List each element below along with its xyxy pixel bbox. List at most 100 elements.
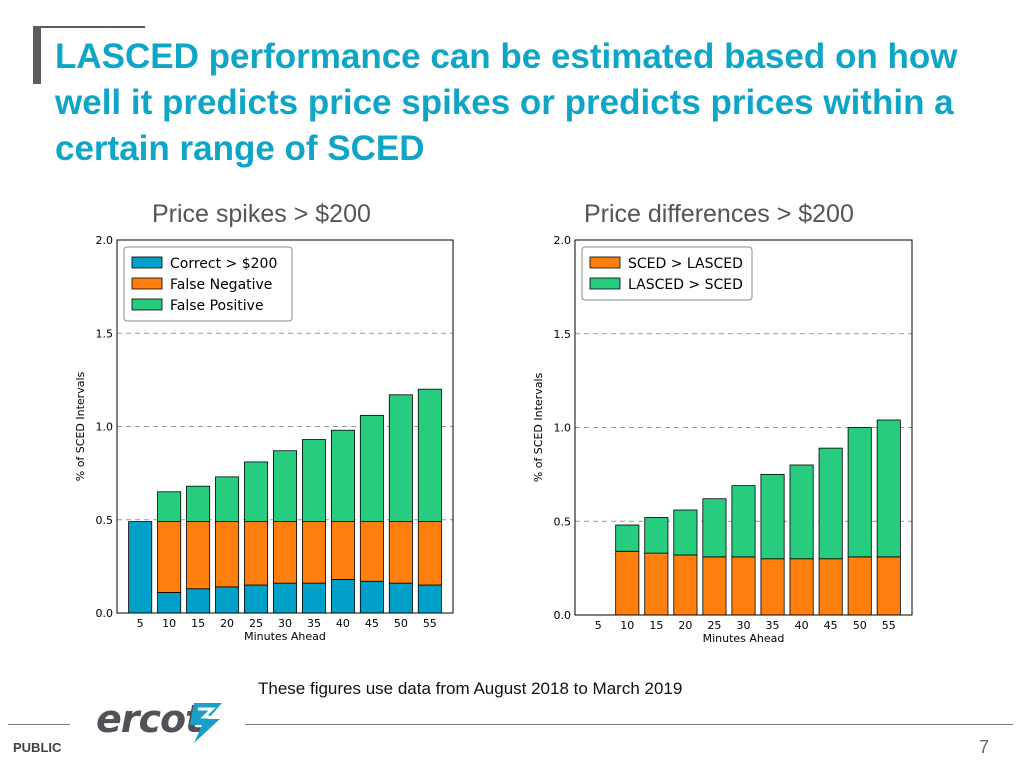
price-spikes-bar-segment — [417, 388, 442, 523]
price-spikes-legend-swatch — [131, 256, 163, 269]
price-diff-bar-segment — [702, 556, 727, 616]
price-diff-x-tick-label: 30 — [737, 619, 751, 632]
price-spikes-bar-segment — [301, 521, 326, 584]
price-diff-legend-label: LASCED > SCED — [628, 277, 743, 293]
price-diff-x-tick-label: 35 — [766, 619, 780, 632]
price-diff-bar-segment — [789, 558, 814, 616]
price-spikes-bar-segment — [215, 586, 240, 614]
price-diff-bar-segment — [731, 556, 756, 616]
price-diff-plot-frame — [574, 239, 913, 616]
price-spikes-x-tick-label: 5 — [137, 617, 144, 630]
price-spikes-bar-segment — [215, 521, 240, 588]
price-spikes-bar-segment — [330, 579, 355, 614]
price-spikes-legend-label: Correct > $200 — [170, 256, 277, 272]
price-diff-legend-swatch — [589, 277, 621, 290]
price-spikes-plot-frame — [116, 239, 454, 614]
price-spikes-bar-segment — [157, 521, 182, 593]
price-diff-y-tick-label: 1.0 — [554, 422, 572, 435]
price-spikes-y-tick-label: 1.0 — [96, 421, 114, 434]
price-spikes-bar-segment — [330, 521, 355, 580]
price-spikes-x-tick-label: 10 — [162, 617, 176, 630]
price-diff-y-axis-title: % of SCED Intervals — [532, 372, 545, 482]
price-diff-bar-segment — [702, 498, 727, 558]
price-spikes-x-tick-label: 45 — [365, 617, 379, 630]
price-spikes-y-tick-label: 1.5 — [96, 327, 114, 340]
price-spikes-x-tick-label: 35 — [307, 617, 321, 630]
price-spikes-bar-segment — [186, 521, 211, 590]
price-diff-legend-swatch — [589, 256, 621, 269]
title-accent-line — [41, 26, 145, 28]
price-diff-x-tick-label: 10 — [620, 619, 634, 632]
price-spikes-bar-segment — [417, 584, 442, 614]
price-spikes-legend-swatch — [131, 277, 163, 290]
price-spikes-x-tick-label: 20 — [220, 617, 234, 630]
ercot-lightning-icon — [190, 703, 222, 743]
price-spikes-x-tick-label: 55 — [423, 617, 437, 630]
price-diff-legend-box — [581, 246, 753, 301]
price-spikes-bar-segment — [301, 439, 326, 523]
price-spikes-x-tick-label: 25 — [249, 617, 263, 630]
price-spikes-x-tick-label: 50 — [394, 617, 408, 630]
price-spikes-bar-segment — [301, 582, 326, 614]
price-spikes-x-axis-title: Minutes Ahead — [244, 630, 326, 643]
ercot-logo-text: ercot — [96, 697, 203, 741]
price-diff-y-tick-label: 0.5 — [554, 515, 572, 528]
price-spikes-bar-segment — [157, 491, 182, 523]
price-diff-x-tick-label: 20 — [678, 619, 692, 632]
price-spikes-x-tick-label: 40 — [336, 617, 350, 630]
price-diff-bar-segment — [847, 427, 872, 558]
price-spikes-bar-segment — [186, 485, 211, 523]
charts-canvas: 0.0 0.5 1.0 1.5 2.0 5 10 15 20 25 30 35 40 45 50 55 Minu… — [74, 234, 913, 645]
price-diff-x-tick-label: 55 — [882, 619, 896, 632]
price-spikes-bar-segment — [388, 394, 413, 523]
price-diff-bar-segment — [789, 464, 814, 560]
price-spikes-bar-segment — [244, 521, 269, 586]
price-diff-bar-segment — [673, 554, 698, 616]
price-spikes-bar-segment — [359, 414, 384, 523]
data-range-footnote: These figures use data from August 2018 … — [258, 679, 683, 698]
price-spikes-bar-segment — [273, 450, 297, 523]
price-diff-bar-segment — [673, 509, 698, 556]
price-diff-bar-segment — [644, 552, 669, 616]
price-spikes-bar-segment — [359, 580, 384, 614]
price-diff-bar-segment — [847, 556, 872, 616]
price-spikes-bar-segment — [157, 592, 182, 614]
price-spikes-bar-segment — [273, 582, 297, 614]
price-spikes-bar-segment — [330, 429, 355, 523]
chart-heading-price-differences: Price differences > $200 — [584, 200, 854, 228]
price-diff-bar-segment — [760, 473, 785, 560]
price-diff-y-tick-label: 0.0 — [554, 609, 572, 622]
price-diff-x-tick-label: 40 — [795, 619, 809, 632]
price-diff-bar-segment — [731, 485, 756, 558]
price-spikes-x-tick-label: 15 — [191, 617, 205, 630]
price-diff-bar-segment — [760, 558, 785, 616]
slide-title: LASCED performance can be estimated base… — [55, 37, 958, 168]
price-diff-x-tick-label: 15 — [649, 619, 663, 632]
price-spikes-y-tick-label: 0.0 — [96, 607, 114, 620]
price-spikes-bar-segment — [417, 521, 442, 586]
price-spikes-y-tick-label: 0.5 — [96, 514, 114, 527]
price-diff-x-tick-label: 50 — [853, 619, 867, 632]
price-diff-bar-segment — [644, 517, 669, 554]
price-diff-bar-segment — [615, 524, 640, 552]
footer-divider-right — [245, 724, 1013, 725]
price-spikes-bar-segment — [244, 584, 269, 614]
price-diff-x-tick-label: 5 — [595, 619, 602, 632]
price-diff-bar-segment — [818, 447, 843, 560]
price-spikes-x-tick-label: 30 — [278, 617, 292, 630]
footer-divider-left — [8, 724, 70, 725]
price-spikes-bar-segment — [244, 461, 269, 523]
price-diff-x-axis-title: Minutes Ahead — [703, 632, 785, 645]
price-spikes-bar-segment — [388, 521, 413, 584]
price-spikes-legend-box — [123, 246, 293, 322]
price-spikes-bar-segment — [186, 588, 211, 614]
price-spikes-bar-segment — [388, 582, 413, 614]
price-diff-y-tick-label: 1.5 — [554, 328, 572, 341]
price-diff-x-tick-label: 45 — [824, 619, 838, 632]
price-spikes-bar-segment — [128, 521, 153, 614]
price-spikes-legend-swatch — [131, 298, 163, 311]
page-number: 7 — [979, 737, 990, 757]
price-diff-x-tick-label: 25 — [707, 619, 721, 632]
price-diff-legend-label: SCED > LASCED — [628, 256, 743, 272]
price-diff-bar-segment — [876, 556, 901, 616]
